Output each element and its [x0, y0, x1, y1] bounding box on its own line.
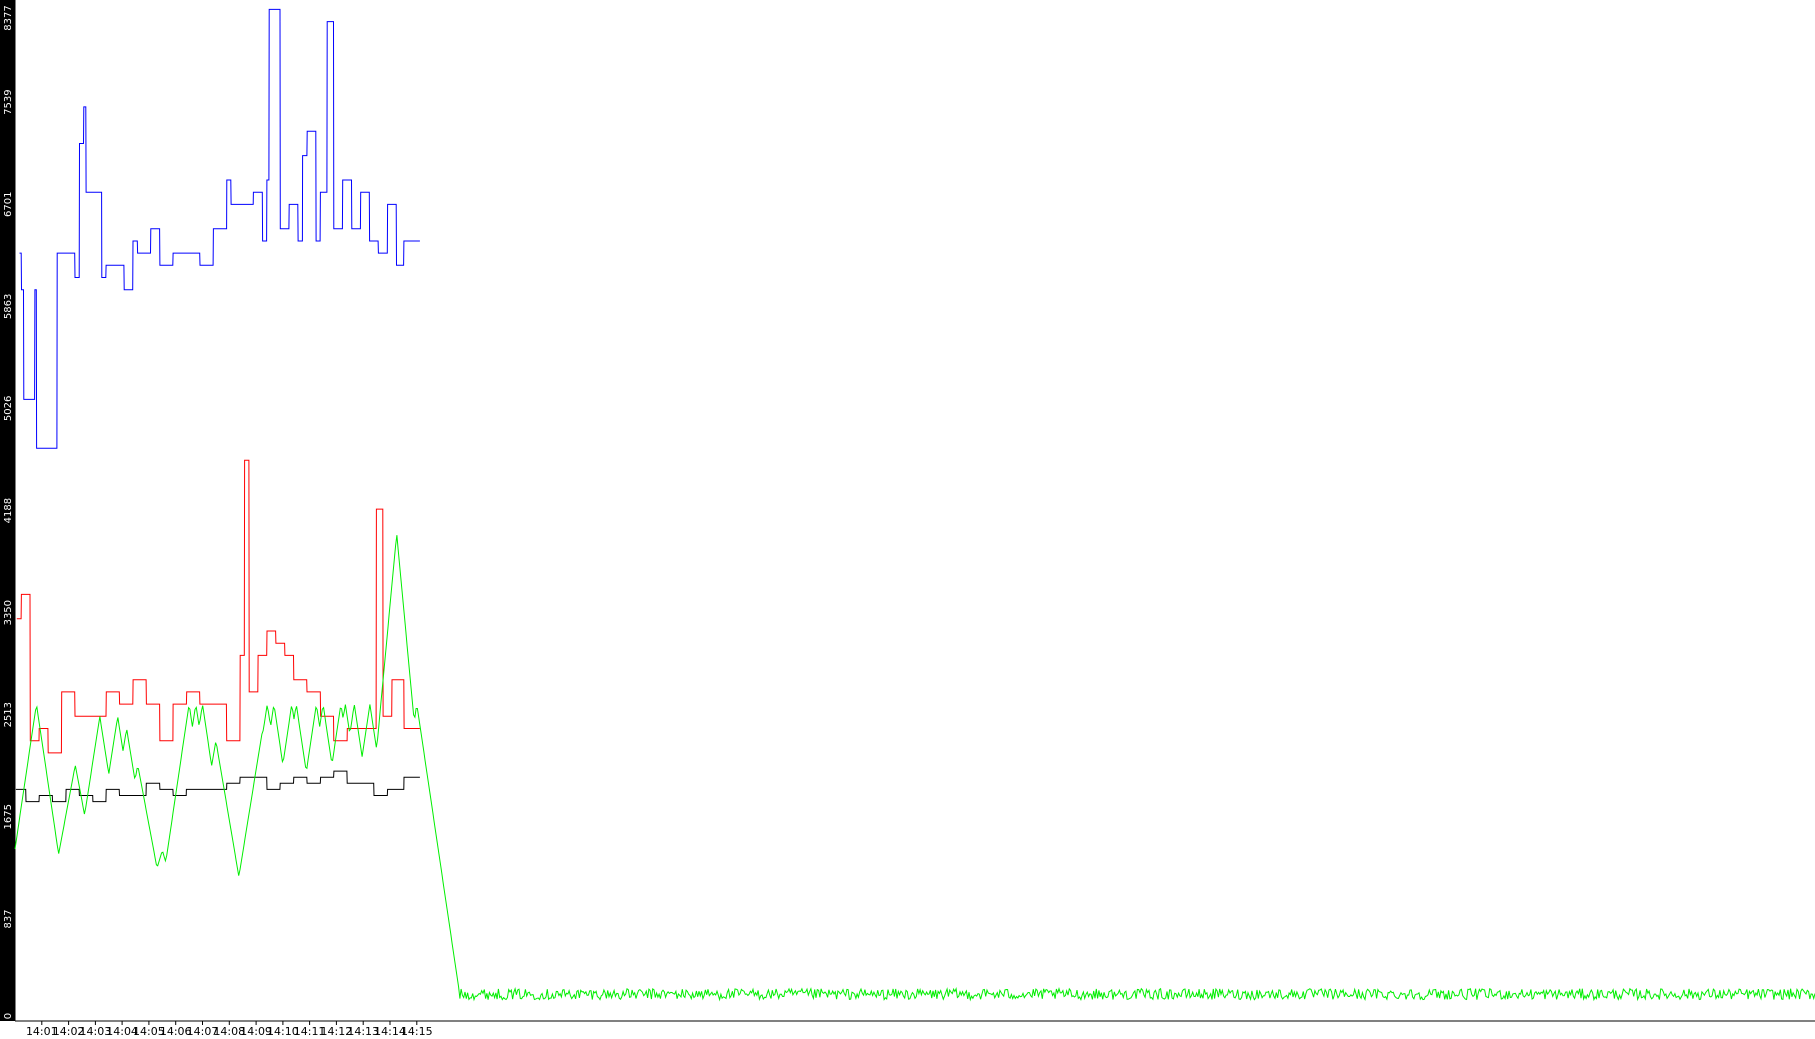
- x-tick-label: 14:01: [26, 1025, 58, 1038]
- series-line-2: [16, 459, 420, 754]
- x-tick-label: 14:12: [321, 1025, 353, 1038]
- x-tick-label: 14:07: [187, 1025, 219, 1038]
- x-tick-label: 14:15: [401, 1025, 433, 1038]
- series-line-1: [19, 8, 420, 449]
- y-tick-label: 3350: [3, 600, 14, 625]
- x-tick-label: 14:08: [213, 1025, 245, 1038]
- x-tick-label: 14:10: [267, 1025, 299, 1038]
- y-tick-label: 0: [3, 1013, 14, 1019]
- y-tick-label: 5863: [3, 294, 14, 319]
- x-tick-label: 14:06: [160, 1025, 192, 1038]
- x-tick-label: 14:13: [347, 1025, 379, 1038]
- x-tick-label: 14:09: [240, 1025, 272, 1038]
- y-tick-label: 7539: [3, 89, 14, 114]
- x-tick-label: 14:02: [53, 1025, 85, 1038]
- y-tick-label: 837: [3, 909, 14, 928]
- y-tick-label: 1675: [3, 804, 14, 829]
- y-tick-label: 8377: [3, 5, 14, 30]
- x-tick-label: 14:05: [133, 1025, 165, 1038]
- series-line-4: [14, 535, 1815, 1002]
- x-tick-label: 14:03: [80, 1025, 112, 1038]
- y-tick-labels: 0 837 1675 2513 3350 4188 5026 5863 6701 7539 8377: [3, 5, 14, 1019]
- y-tick-label: 6701: [3, 192, 14, 217]
- y-tick-label: 5026: [3, 396, 14, 421]
- y-tick-label: 2513: [3, 702, 14, 727]
- x-tick-label: 14:14: [374, 1025, 406, 1038]
- series-layer: [14, 8, 1815, 1002]
- series-line-3: [15, 770, 420, 803]
- x-tick-labels: 14:0114:0214:0314:0414:0514:0614:0714:08…: [26, 1021, 433, 1038]
- y-axis-band: [0, 0, 15, 1021]
- x-tick-label: 14:04: [106, 1025, 138, 1038]
- x-tick-label: 14:11: [294, 1025, 326, 1038]
- y-tick-label: 4188: [3, 498, 14, 523]
